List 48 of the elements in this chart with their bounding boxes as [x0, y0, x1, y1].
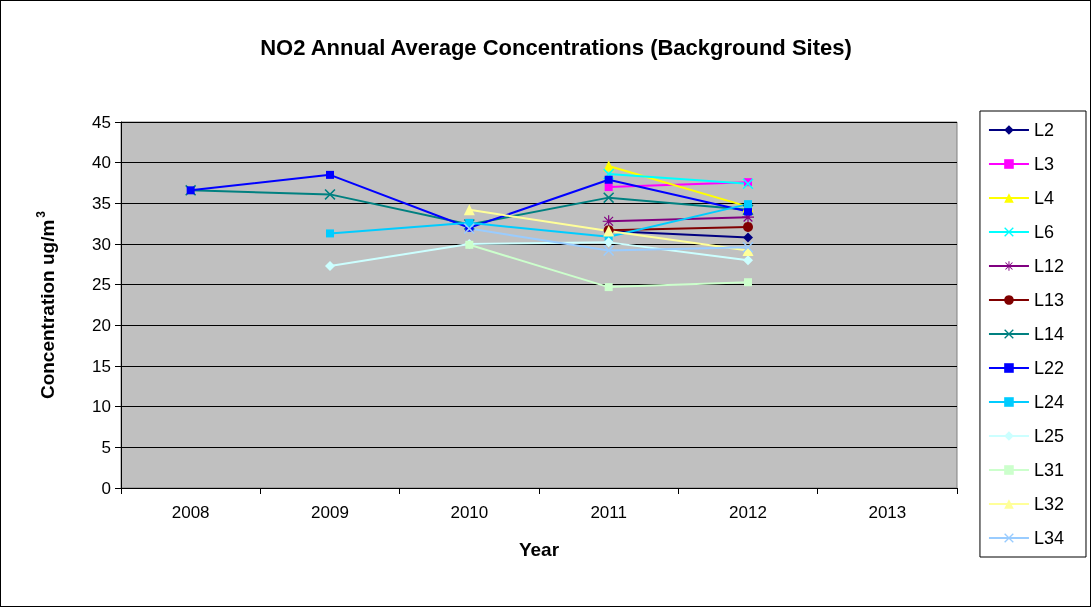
y-tick-label: 15 [92, 356, 111, 376]
legend-label: L34 [1033, 528, 1065, 548]
point [743, 232, 753, 243]
y-tick-label: 5 [101, 437, 111, 457]
y-tick-label: 30 [92, 234, 111, 254]
x-axis-title: Year [518, 539, 560, 560]
y-tick-label: 20 [92, 315, 111, 335]
legend-label: L25 [1033, 426, 1065, 446]
legend-label: L2 [1033, 120, 1054, 140]
legend-label: L24 [1033, 392, 1065, 412]
legend-label: L13 [1033, 290, 1065, 310]
point [743, 221, 753, 232]
point [604, 283, 613, 292]
x-tick-label: 2008 [171, 503, 210, 522]
y-tick-label: 35 [92, 193, 111, 213]
legend-label: L14 [1033, 324, 1065, 344]
legend-label: L4 [1033, 188, 1054, 208]
legend-label: L6 [1033, 222, 1054, 242]
y-axis-title: Concentration ug/m3 [34, 210, 58, 400]
chart-title: NO2 Annual Average Concentrations (Background Sites) [260, 34, 852, 60]
legend-label: L12 [1033, 256, 1065, 276]
x-tick-label: 2010 [450, 503, 489, 522]
point [324, 188, 336, 200]
point [603, 245, 615, 257]
point [603, 237, 614, 248]
x-tick-label: 2009 [311, 503, 349, 522]
point [604, 175, 613, 184]
point [603, 192, 615, 204]
y-tick-label: 40 [92, 153, 111, 173]
legend-label: L22 [1033, 358, 1065, 378]
point [326, 229, 334, 238]
legend-label: L3 [1033, 154, 1054, 174]
y-tick-label: 25 [92, 275, 111, 295]
point [744, 278, 752, 287]
point [326, 170, 334, 179]
point [463, 204, 475, 216]
point [325, 260, 335, 271]
x-tick-label: 2011 [590, 503, 627, 522]
y-tick-label: 10 [92, 397, 111, 417]
x-tick-label: 2013 [868, 503, 907, 522]
legend-label: L31 [1033, 460, 1065, 480]
y-tick-label: 45 [92, 112, 111, 132]
point [744, 200, 752, 209]
point [743, 255, 753, 266]
point [742, 241, 754, 253]
legend-label: L32 [1033, 494, 1065, 514]
y-tick-label: 0 [101, 478, 111, 498]
x-tick-label: 2012 [729, 503, 767, 522]
